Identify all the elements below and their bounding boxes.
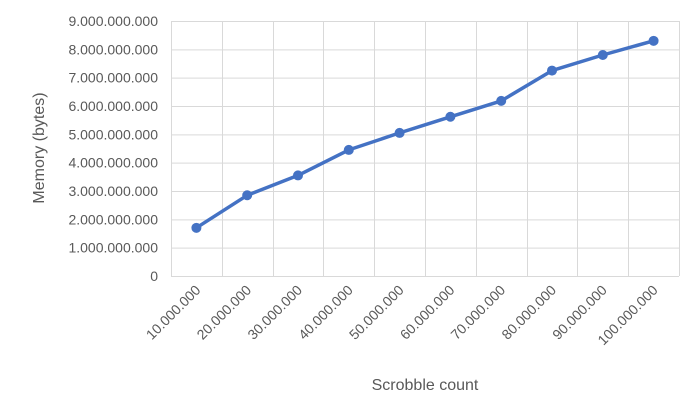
y-tick-label: 8.000.000.000: [68, 41, 158, 57]
y-tick-label: 4.000.000.000: [68, 155, 158, 171]
y-tick-label: 2.000.000.000: [68, 211, 158, 227]
y-tick-label: 1.000.000.000: [68, 240, 158, 256]
y-tick-label: 5.000.000.000: [68, 126, 158, 142]
x-axis-title: Scrobble count: [372, 377, 479, 394]
data-point: [496, 95, 507, 106]
series-line: [194, 39, 656, 230]
y-tick-label: 3.000.000.000: [68, 183, 158, 199]
data-point: [242, 190, 253, 201]
data-point: [191, 222, 202, 233]
data-point: [597, 50, 608, 60]
data-point: [648, 35, 659, 46]
y-tick-label: 9.000.000.000: [68, 13, 158, 29]
data-point: [343, 144, 354, 155]
y-tick-label: 0: [150, 268, 158, 284]
y-tick-label: 7.000.000.000: [68, 70, 158, 86]
y-tick-label: 6.000.000.000: [68, 98, 158, 114]
data-point: [547, 65, 557, 76]
data-point: [293, 170, 303, 181]
data-point: [445, 111, 456, 122]
data-point: [394, 127, 405, 138]
y-axis-title: Memory (bytes): [31, 92, 48, 203]
